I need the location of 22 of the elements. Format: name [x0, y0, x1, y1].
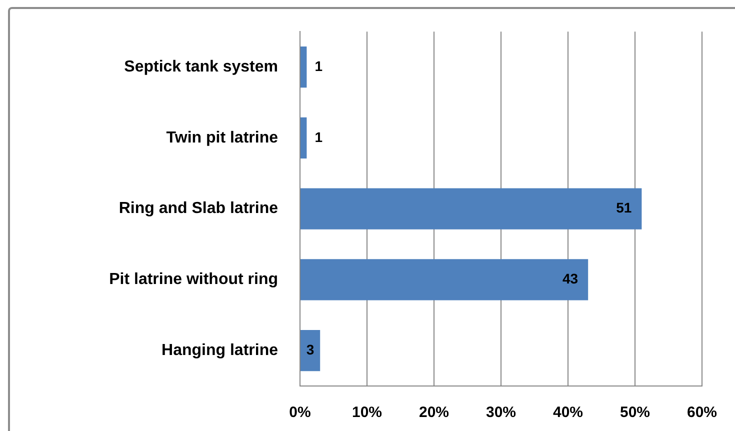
y-tick-label: Pit latrine without ring [109, 271, 278, 288]
x-tick-label: 10% [352, 404, 382, 422]
data-label: 1 [314, 58, 323, 74]
x-tick-label: 60% [686, 404, 718, 422]
bar [300, 259, 588, 300]
x-tick-label: 30% [486, 404, 516, 422]
data-label: 51 [616, 200, 632, 216]
y-tick-label: Ring and Slab latrine [118, 200, 278, 218]
bar [300, 46, 307, 88]
x-tick-label: 0% [289, 404, 311, 422]
y-tick-label: Septick tank system [124, 58, 278, 76]
data-label: 3 [306, 341, 314, 358]
x-tick-label: 20% [418, 404, 450, 422]
bar [300, 330, 320, 372]
data-label: 1 [314, 128, 323, 145]
y-tick-label: Hanging latrine [162, 342, 278, 359]
y-tick-label: Twin pit latrine [166, 129, 278, 146]
x-tick-label: 50% [620, 404, 650, 422]
bar [300, 117, 307, 158]
bar [300, 188, 642, 230]
x-tick-label: 40% [552, 404, 584, 422]
data-label: 43 [562, 270, 578, 287]
